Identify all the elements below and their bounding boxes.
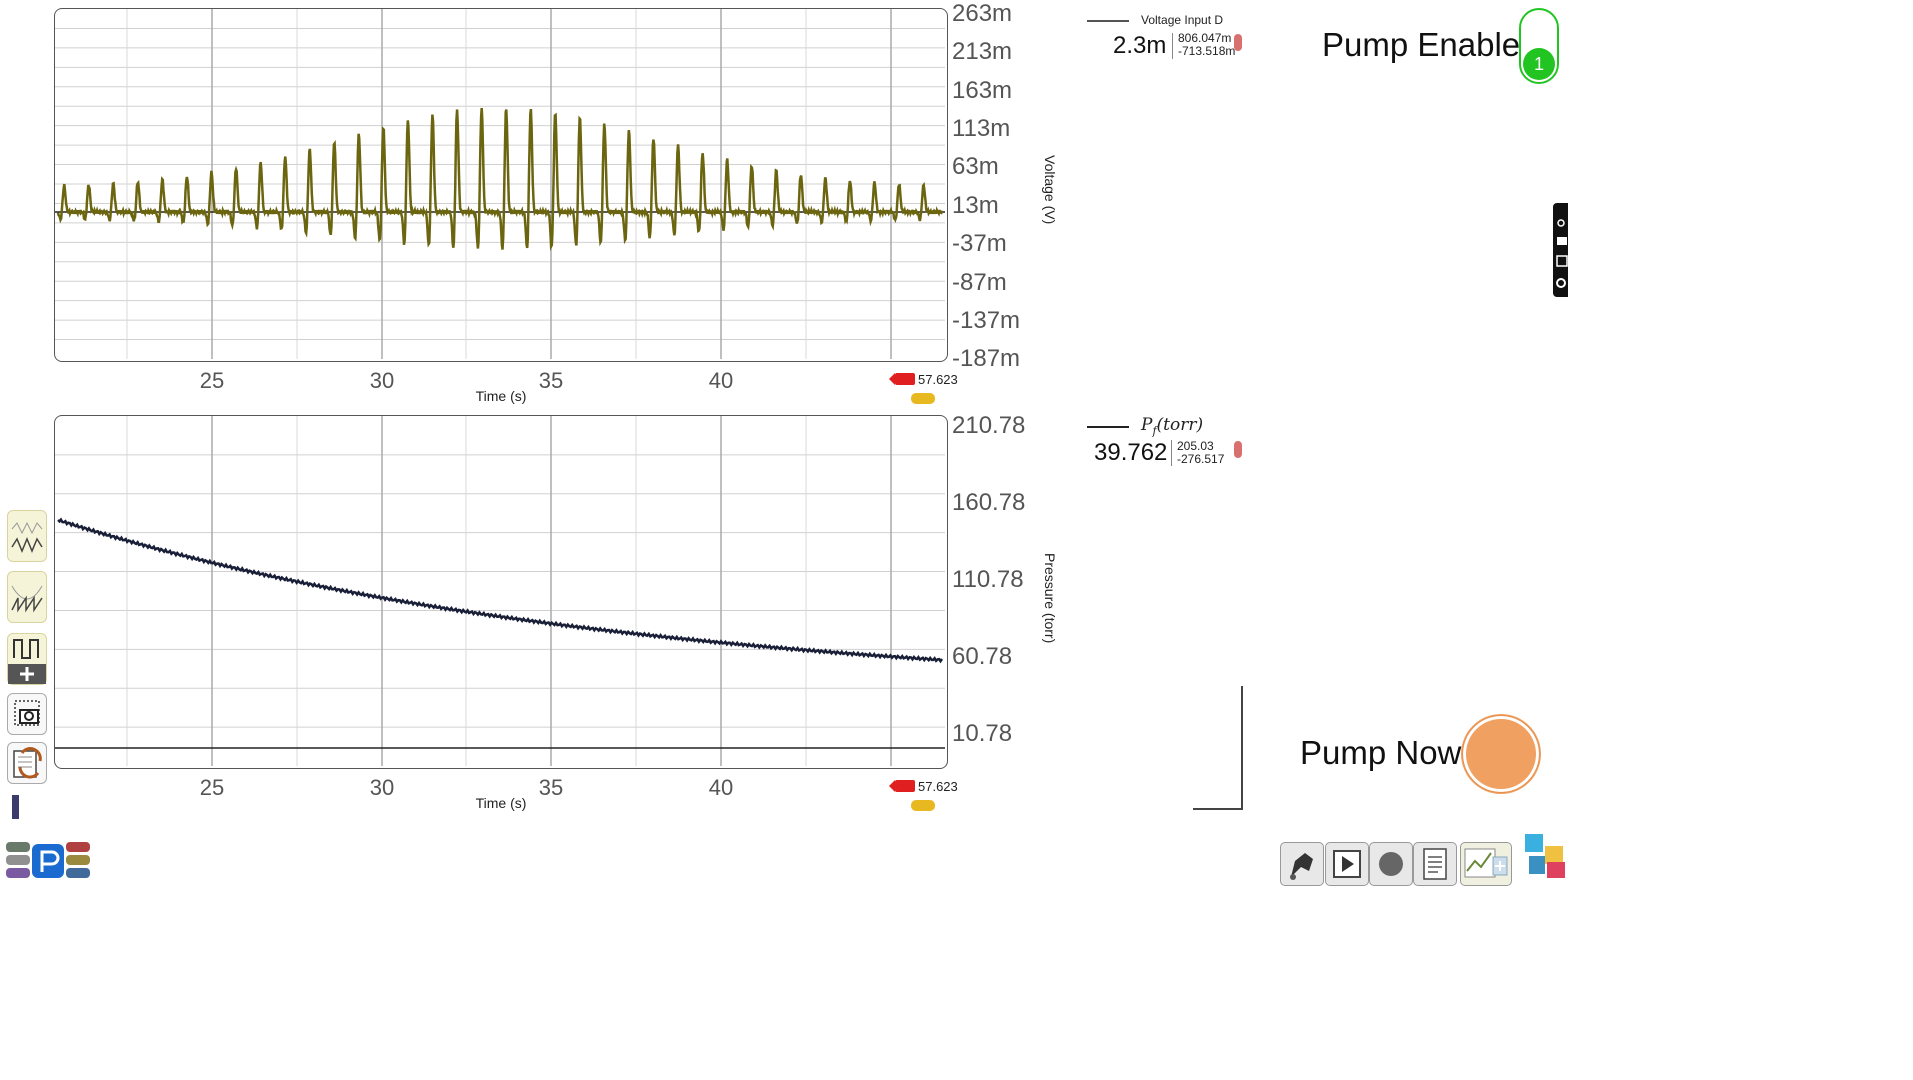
pump-enable-label: Pump Enable [1322, 26, 1521, 63]
time-marker[interactable] [911, 800, 935, 811]
play-icon[interactable] [1325, 842, 1369, 886]
current-value: 2.3m [1113, 32, 1167, 59]
status-bar-indicator [12, 795, 19, 819]
y-tick: -137m [952, 307, 1021, 334]
pressure-plot-frame[interactable] [54, 415, 948, 769]
y-tick: 60.78 [952, 643, 1013, 670]
refresh-doc-icon[interactable] [7, 742, 47, 784]
toggle-state: 1 [1533, 54, 1544, 74]
x-tick: 35 [538, 775, 564, 800]
divider [1172, 33, 1173, 59]
max-value: 205.03 [1177, 439, 1214, 453]
range-indicator[interactable] [1234, 441, 1242, 458]
pump-now-frame [1193, 686, 1243, 810]
x-tick: 35 [538, 368, 564, 393]
puzzle-icon[interactable] [1521, 832, 1567, 880]
pressure-plot [55, 416, 945, 766]
y-tick: -187m [952, 345, 1021, 372]
pump-now-label: Pump Now [1300, 734, 1462, 771]
max-value: 806.047m [1178, 31, 1232, 45]
y-tick: -87m [952, 269, 1007, 296]
pressure-trace [57, 517, 944, 664]
cursor-marker[interactable] [889, 780, 915, 792]
voltage-x-axis-title: Time (s) [475, 388, 527, 404]
pressure-x-axis-title: Time (s) [475, 795, 527, 811]
notes-icon[interactable] [1413, 842, 1457, 886]
y-tick: 210.78 [952, 412, 1026, 439]
y-tick: 10.78 [952, 720, 1013, 747]
x-tick: 30 [369, 775, 395, 800]
y-tick: 160.78 [952, 489, 1026, 516]
y-tick: 213m [952, 38, 1013, 65]
waveform-fit-icon[interactable] [7, 571, 47, 623]
plug-icon[interactable] [1280, 842, 1324, 886]
cursor-value: 57.623 [918, 779, 958, 794]
legend-label: Pf(torr) [1141, 415, 1204, 438]
current-value: 39.762 [1094, 439, 1168, 466]
pump-now-button[interactable] [1462, 715, 1540, 793]
square-wave-add-icon[interactable] [7, 633, 47, 685]
y-tick: 163m [952, 77, 1013, 104]
cursor-value: 57.623 [918, 372, 958, 387]
screenshot-icon[interactable] [7, 693, 47, 735]
legend-swatch [1087, 426, 1129, 428]
min-value: -713.518m [1178, 44, 1236, 58]
chart-add-icon[interactable] [1460, 842, 1512, 886]
voltage-plot [55, 9, 945, 359]
app-logo[interactable] [4, 840, 90, 882]
voltage-trace [56, 107, 944, 252]
y-tick: 13m [952, 192, 999, 219]
pressure-y-axis-title: Pressure (torr) [1042, 553, 1058, 644]
range-indicator[interactable] [1234, 34, 1242, 51]
x-tick: 25 [199, 775, 225, 800]
legend-swatch [1087, 20, 1129, 22]
voltage-y-axis-title: Voltage (V) [1042, 155, 1058, 225]
y-tick: 110.78 [952, 566, 1024, 593]
x-tick: 30 [369, 368, 395, 393]
legend-label: Voltage Input D [1141, 13, 1224, 27]
y-tick: 263m [952, 0, 1013, 27]
x-tick: 40 [708, 368, 734, 393]
toggle-knob: 1 [1523, 48, 1555, 80]
side-toolbar[interactable] [1553, 203, 1568, 297]
y-tick: 113m [952, 115, 1011, 142]
min-value: -276.517 [1177, 452, 1225, 466]
x-tick: 25 [199, 368, 225, 393]
record-icon[interactable] [1369, 842, 1413, 886]
time-marker[interactable] [911, 393, 935, 404]
waveform-add-icon[interactable] [7, 510, 47, 562]
y-tick: -37m [952, 230, 1007, 257]
pump-enable-toggle[interactable]: 1 [1519, 8, 1559, 84]
y-tick: 63m [952, 153, 999, 180]
side-toolbar-icons [1556, 219, 1568, 288]
divider [1171, 440, 1172, 466]
x-tick: 40 [708, 775, 734, 800]
cursor-marker[interactable] [889, 373, 915, 385]
